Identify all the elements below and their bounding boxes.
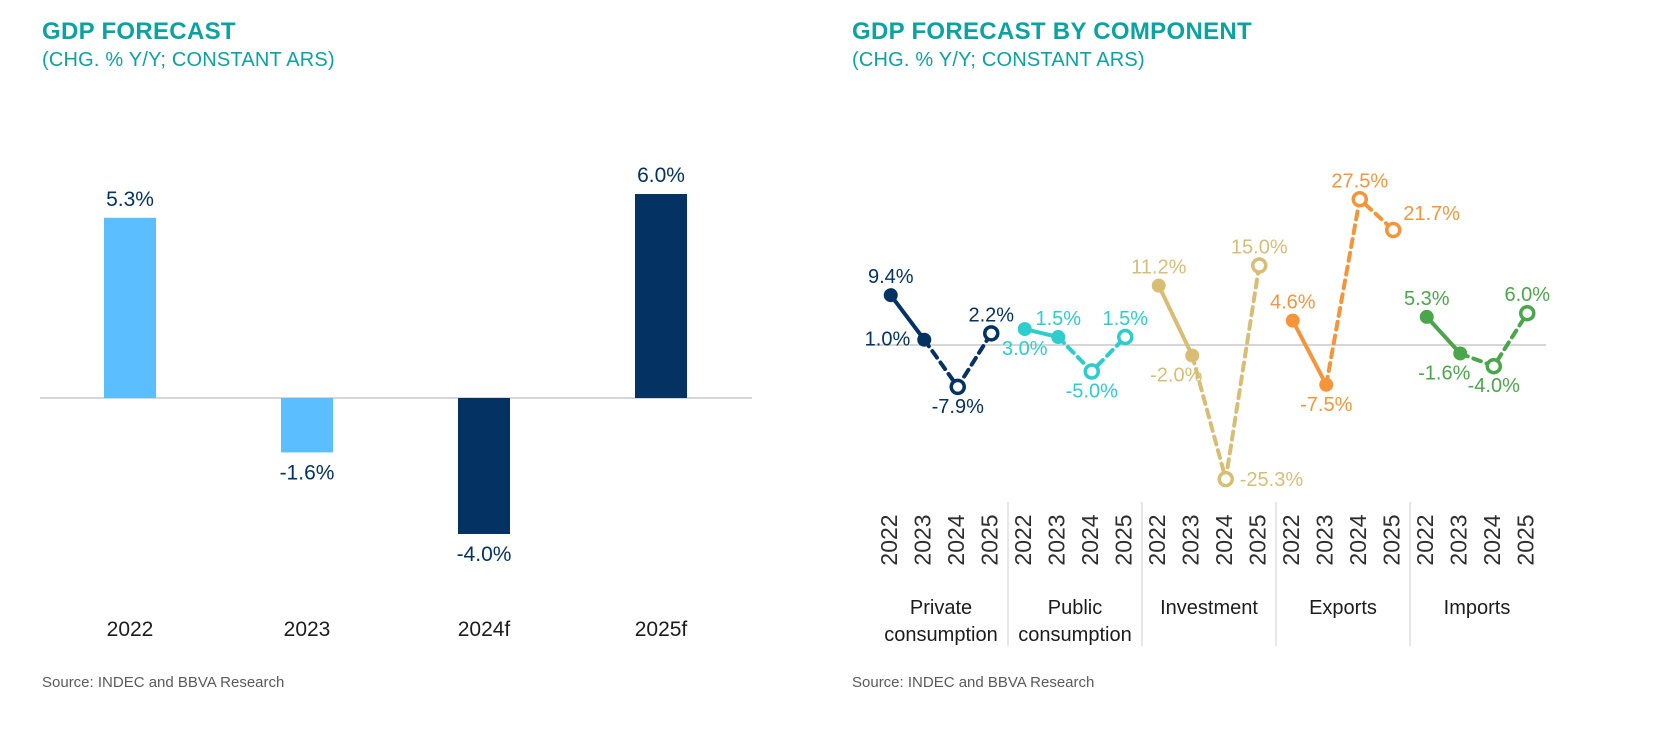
marker-forecast [1385,221,1402,239]
marker-actual [1185,348,1200,363]
marker-forecast [1083,363,1100,380]
tick-year-label: 2023 [909,514,935,565]
point-value-label: -4.0% [1468,375,1520,397]
tick-year-label: 2022 [1412,514,1438,565]
tick-year-label: 2024 [1077,514,1103,565]
point-value-label: 11.2% [1131,257,1186,279]
tick-year-label: 2023 [1445,514,1471,565]
marker-forecast [949,378,966,396]
bar-category-label: 2024f [458,618,511,641]
point-value-label: -5.0% [1066,381,1118,403]
series-line-forecast [1324,195,1396,387]
gdp-forecast-panel: GDP FORECAST (CHG. % Y/Y; CONSTANT ARS) [42,18,762,72]
bar-2023 [281,398,333,453]
right-chart-source: Source: INDEC and BBVA Research [852,674,1095,691]
gdp-forecast-by-component-panel: GDP FORECAST BY COMPONENT (CHG. % Y/Y; C… [852,18,1612,72]
marker-actual [1419,309,1434,324]
bar-value-label: -4.0% [457,543,512,566]
bar-value-label: -1.6% [280,461,335,484]
point-value-label: -1.6% [1418,362,1470,384]
left-chart-subtitle: (CHG. % Y/Y; CONSTANT ARS) [42,49,335,71]
gdp-forecast-bar-chart: 5.3% 2022 -1.6% 2023 -4.0% 2024f 6.0% 2025f [40,164,752,641]
tick-year-label: 2023 [1311,514,1337,565]
bar-category-label: 2025f [635,618,688,641]
point-value-label: 2.2% [968,304,1014,326]
point-value-label: 21.7% [1403,203,1460,225]
tick-year-label: 2022 [876,514,902,565]
bar-value-label: 5.3% [106,188,154,211]
group-name-label: consumption [1018,624,1131,646]
point-value-label: 3.0% [1002,338,1048,360]
point-value-label: 4.6% [1270,292,1316,314]
tick-year-label: 2024 [943,514,969,565]
tick-year-label: 2024 [1345,514,1371,565]
tick-year-label: 2024 [1479,514,1505,565]
marker-actual [917,332,932,347]
bar-2024f [458,398,510,534]
bar-2022 [104,217,156,398]
point-value-label: 9.4% [868,266,914,288]
point-value-label: -7.5% [1300,394,1352,416]
tick-year-label: 2025 [1110,514,1136,565]
marker-forecast [1117,328,1134,346]
gdp-forecast-by-component-line-chart: 9.4% 2022 1.0% 2023 -7.9% 2024 2.2% 2025 Private… [865,170,1550,646]
bar-category-label: 2023 [284,618,331,641]
tick-year-label: 2025 [1512,514,1538,565]
bar-value-label: 6.0% [637,164,685,187]
point-value-label: 1.5% [1035,308,1081,330]
tick-year-label: 2022 [1278,514,1304,565]
marker-actual [1051,330,1066,345]
tick-year-label: 2022 [1144,514,1170,565]
bar-category-label: 2022 [107,618,154,641]
right-chart-title: GDP FORECAST BY COMPONENT [852,18,1252,45]
marker-forecast [1519,304,1536,322]
right-chart-subtitle: (CHG. % Y/Y; CONSTANT ARS) [852,49,1145,71]
marker-actual [1319,377,1334,392]
point-value-label: 15.0% [1231,237,1288,259]
group-name-label: Investment [1160,597,1258,619]
point-value-label: 27.5% [1331,170,1388,192]
left-chart-title: GDP FORECAST [42,18,236,45]
group-name-label: Private [910,597,972,619]
tick-year-label: 2022 [1010,514,1036,565]
marker-actual [883,288,898,303]
left-chart-source: Source: INDEC and BBVA Research [42,674,285,691]
marker-actual [1151,278,1166,293]
group-name-label: Exports [1309,597,1377,619]
tick-year-label: 2023 [1177,514,1203,565]
marker-actual [1453,346,1468,361]
tick-year-label: 2025 [1378,514,1404,565]
point-value-label: -7.9% [932,396,984,418]
bar-2025f [635,194,687,398]
tick-year-label: 2025 [1244,514,1270,565]
series-line-actual [1156,283,1195,358]
tick-year-label: 2023 [1043,514,1069,565]
series-line-actual [1290,318,1329,387]
marker-forecast [1217,470,1234,488]
marker-forecast [983,325,1000,342]
marker-forecast [1351,191,1368,208]
point-value-label: 6.0% [1504,284,1550,306]
tick-year-label: 2024 [1211,514,1237,565]
marker-forecast [1485,357,1502,375]
group-name-label: Public [1048,597,1102,619]
point-value-label: 5.3% [1404,288,1450,310]
marker-actual [1017,322,1032,337]
point-value-label: 1.5% [1102,308,1148,330]
group-name-label: consumption [884,624,997,646]
point-value-label: 1.0% [865,329,911,351]
group-name-label: Imports [1444,597,1511,619]
point-value-label: -2.0% [1150,365,1202,387]
point-value-label: -25.3% [1240,469,1304,491]
marker-forecast [1251,257,1268,274]
series-line-actual [1424,314,1463,356]
marker-actual [1285,313,1300,328]
series-line-actual [888,293,927,342]
tick-year-label: 2025 [976,514,1002,565]
